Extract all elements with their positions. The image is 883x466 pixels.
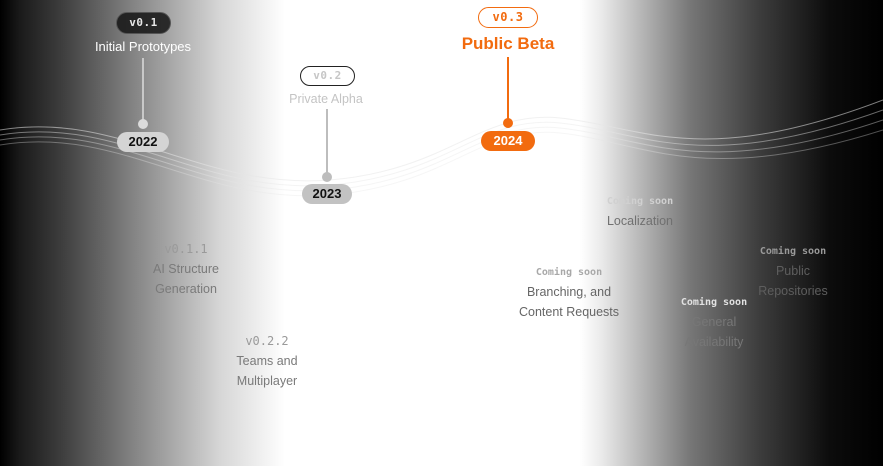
feature-line: Content Requests [518, 305, 620, 319]
feature-line: Branching, and [526, 285, 612, 299]
feature-line: Availability [684, 335, 744, 349]
feature-line: Teams and [236, 354, 298, 368]
version-pill-v0-2: v0.2 [300, 66, 355, 86]
feature-line: General [691, 315, 737, 329]
year-badge-2024: 2024 [481, 131, 535, 151]
feature-branching: Coming soon Branching, and Content Reque… [504, 264, 634, 322]
milestone-stem-2022 [142, 58, 144, 120]
milestone-stem-2024 [507, 57, 509, 119]
feature-teams: v0.2.2 Teams and Multiplayer [207, 331, 327, 391]
feature-public-repositories: Coming soon Public Repositories [743, 243, 843, 301]
feature-general-availability: Coming soon General Availability [664, 294, 764, 352]
feature-line: Repositories [758, 284, 828, 298]
feature-line: AI Structure [153, 262, 219, 276]
milestone-title-private-alpha: Private Alpha [289, 92, 363, 106]
milestone-dot-2024 [503, 118, 513, 128]
coming-soon-tag: Coming soon [680, 297, 748, 308]
year-badge-2023: 2023 [302, 184, 352, 204]
milestone-dot-2022 [138, 119, 148, 129]
feature-line: Public [775, 264, 811, 278]
feature-line: Localization [606, 214, 673, 228]
year-badge-2022: 2022 [117, 132, 169, 152]
milestone-stem-2023 [326, 109, 328, 173]
coming-soon-tag: Coming soon [535, 267, 603, 278]
feature-line: Multiplayer [236, 374, 298, 388]
feature-localization: Coming soon Localization [580, 193, 700, 231]
milestone-title-initial-prototypes: Initial Prototypes [94, 39, 192, 54]
version-pill-v0-1: v0.1 [116, 12, 171, 34]
feature-line: Generation [155, 282, 217, 296]
feature-version: v0.1.1 [164, 242, 208, 256]
coming-soon-tag: Coming soon [759, 246, 827, 257]
milestone-title-public-beta: Public Beta [461, 34, 555, 53]
milestone-dot-2023 [322, 172, 332, 182]
version-pill-v0-3: v0.3 [478, 7, 538, 28]
feature-version: v0.2.2 [245, 334, 289, 348]
coming-soon-tag: Coming soon [606, 196, 674, 207]
feature-ai-structure: v0.1.1 AI Structure Generation [126, 239, 246, 299]
